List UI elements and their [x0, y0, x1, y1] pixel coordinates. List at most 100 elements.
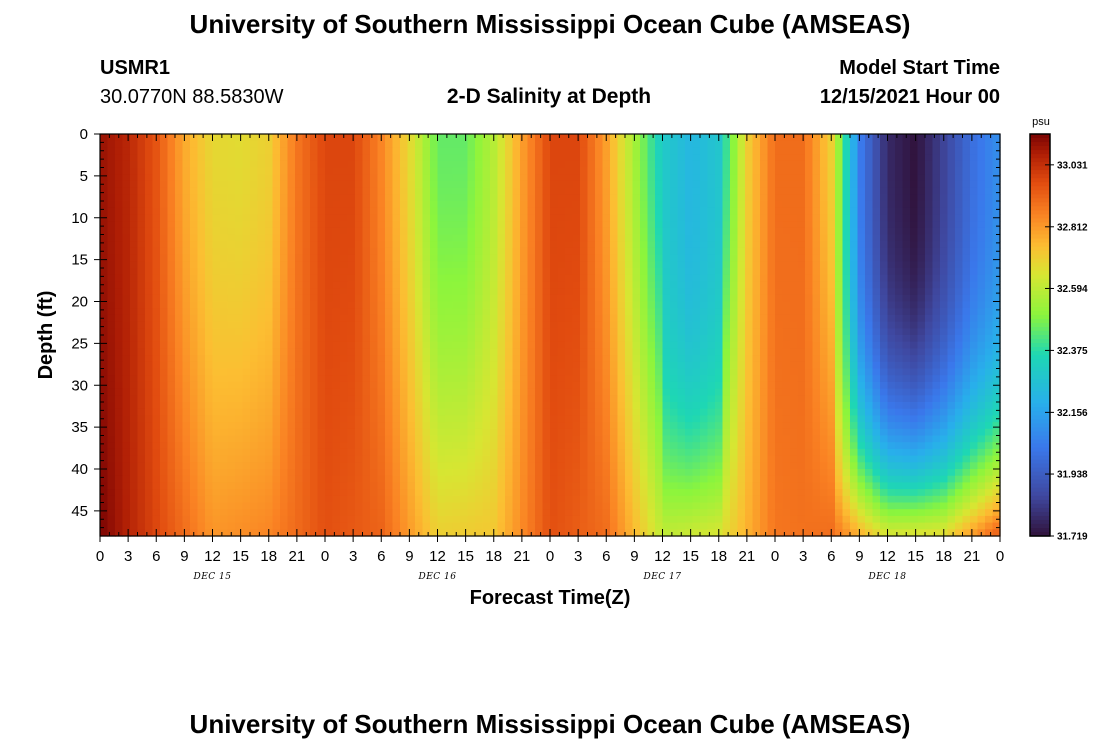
heatmap-cell	[302, 274, 311, 282]
heatmap-cell	[130, 288, 139, 296]
heatmap-cell	[212, 475, 221, 483]
heatmap-cell	[527, 408, 536, 416]
heatmap-cell	[160, 368, 169, 376]
heatmap-cell	[385, 160, 394, 169]
heatmap-cell	[692, 214, 701, 222]
heatmap-cell	[122, 462, 131, 470]
heatmap-cell	[647, 368, 656, 376]
heatmap-cell	[145, 395, 154, 403]
heatmap-cell	[587, 234, 596, 242]
heatmap-cell	[205, 160, 214, 169]
heatmap-cell	[505, 395, 514, 403]
heatmap-cell	[482, 428, 491, 437]
heatmap-cell	[400, 201, 409, 209]
heatmap-cell	[355, 509, 364, 517]
heatmap-cell	[610, 368, 619, 376]
heatmap-cell	[475, 221, 484, 229]
heatmap-cell	[302, 448, 311, 457]
heatmap-cell	[700, 160, 709, 169]
heatmap-cell	[190, 475, 199, 483]
heatmap-cell	[272, 529, 281, 537]
heatmap-cell	[280, 475, 289, 483]
heatmap-cell	[610, 281, 619, 289]
heatmap-cell	[482, 134, 491, 142]
heatmap-cell	[632, 529, 641, 537]
heatmap-cell	[287, 201, 296, 209]
heatmap-cell	[655, 174, 664, 182]
heatmap-cell	[167, 455, 176, 463]
heatmap-cell	[625, 415, 634, 423]
heatmap-cell	[437, 234, 446, 242]
heatmap-cell	[707, 448, 716, 457]
heatmap-cell	[310, 395, 319, 403]
heatmap-cell	[482, 294, 491, 303]
heatmap-cell	[475, 375, 484, 383]
heatmap-cell	[512, 308, 521, 316]
heatmap-cell	[362, 442, 371, 450]
heatmap-cell	[122, 402, 131, 410]
heatmap-cell	[115, 408, 124, 416]
heatmap-cell	[107, 448, 116, 457]
heatmap-cell	[580, 422, 589, 430]
heatmap-cell	[535, 160, 544, 169]
heatmap-cell	[497, 529, 506, 537]
heatmap-cell	[227, 174, 236, 182]
heatmap-cell	[460, 355, 469, 363]
heatmap-cell	[445, 348, 454, 356]
heatmap-cell	[250, 160, 259, 169]
heatmap-cell	[317, 475, 326, 483]
heatmap-cell	[310, 455, 319, 463]
heatmap-cell	[212, 522, 221, 530]
heatmap-cell	[437, 341, 446, 349]
heatmap-cell	[272, 274, 281, 282]
heatmap-cell	[310, 268, 319, 276]
heatmap-cell	[467, 274, 476, 282]
heatmap-cell	[595, 274, 604, 282]
heatmap-cell	[190, 381, 199, 390]
heatmap-cell	[655, 221, 664, 229]
heatmap-cell	[182, 482, 191, 490]
heatmap-cell	[205, 448, 214, 457]
heatmap-cell	[325, 529, 334, 537]
heatmap-cell	[475, 274, 484, 282]
heatmap-cell	[392, 428, 401, 437]
heatmap-cell	[647, 174, 656, 182]
heatmap-cell	[527, 328, 536, 336]
heatmap-cell	[535, 328, 544, 336]
heatmap-cell	[325, 482, 334, 490]
heatmap-cell	[490, 221, 499, 229]
heatmap-cell	[512, 529, 521, 537]
heatmap-cell	[467, 408, 476, 416]
heatmap-cell	[167, 134, 176, 142]
heatmap-cell	[535, 408, 544, 416]
heatmap-cell	[475, 408, 484, 416]
heatmap-cell	[182, 301, 191, 309]
heatmap-cell	[460, 140, 469, 148]
heatmap-cell	[640, 408, 649, 416]
heatmap-cell	[310, 321, 319, 329]
heatmap-cell	[580, 174, 589, 182]
heatmap-cell	[655, 395, 664, 403]
heatmap-cell	[467, 402, 476, 410]
heatmap-cell	[370, 174, 379, 182]
heatmap-cell	[632, 482, 641, 490]
heatmap-cell	[460, 207, 469, 215]
heatmap-cell	[715, 180, 724, 189]
heatmap-cell	[347, 509, 356, 517]
heatmap-cell	[310, 160, 319, 169]
heatmap-cell	[610, 515, 619, 524]
heatmap-cell	[587, 194, 596, 202]
heatmap-cell	[122, 395, 131, 403]
heatmap-cell	[632, 368, 641, 376]
heatmap-cell	[535, 247, 544, 256]
heatmap-cell	[145, 422, 154, 430]
heatmap-cell	[280, 335, 289, 343]
heatmap-cell	[550, 294, 559, 303]
heatmap-cell	[557, 395, 566, 403]
heatmap-cell	[557, 388, 566, 396]
heatmap-cell	[437, 174, 446, 182]
heatmap-cell	[257, 194, 266, 202]
heatmap-cell	[647, 274, 656, 282]
heatmap-cell	[602, 294, 611, 303]
heatmap-cell	[205, 241, 214, 249]
